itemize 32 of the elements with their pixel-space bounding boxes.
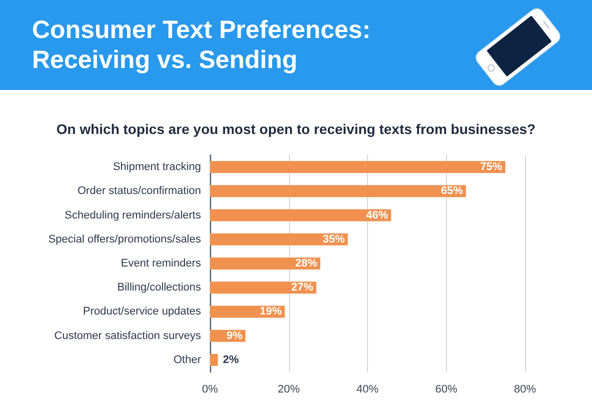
y-tick-label: Special offers/promotions/sales: [48, 233, 202, 246]
data-label: 65%: [440, 185, 464, 198]
x-tick-label: 0%: [202, 384, 218, 396]
bar: [210, 354, 218, 366]
x-tick-label: 60%: [435, 384, 458, 396]
data-label: 75%: [480, 161, 503, 174]
data-label: 35%: [322, 233, 346, 246]
data-label: 19%: [260, 306, 282, 318]
x-tick-label: 80%: [514, 384, 536, 396]
data-label: 46%: [366, 209, 388, 222]
bar: [210, 209, 392, 222]
data-label: 2%: [222, 354, 239, 366]
bar: [210, 258, 320, 270]
y-tick-label: Customer satisfaction surveys: [54, 330, 202, 342]
y-tick-label: Billing/collections: [117, 282, 202, 294]
x-tick-label: 20%: [278, 384, 300, 396]
data-label: 9%: [226, 330, 243, 342]
chart-subtitle: On which topics are you most open to receiving texts from businesses?: [55, 121, 537, 137]
data-label: 28%: [295, 258, 318, 270]
y-tick-label: Shipment tracking: [112, 161, 201, 174]
chart-title: Consumer Text Preferences: Receiving vs. Sending: [32, 15, 372, 75]
y-tick-label: Scheduling reminders/alerts: [64, 209, 202, 222]
x-tick-label: 40%: [356, 384, 379, 396]
data-label: 27%: [291, 282, 314, 294]
bar: [210, 185, 466, 198]
y-tick-label: Event reminders: [120, 258, 202, 270]
y-tick-label: Other: [173, 354, 202, 366]
bar: [210, 282, 316, 294]
y-tick-label: Product/service updates: [82, 306, 202, 318]
bar: [210, 161, 506, 174]
bar: [210, 233, 348, 246]
y-tick-label: Order status/confirmation: [78, 185, 201, 198]
